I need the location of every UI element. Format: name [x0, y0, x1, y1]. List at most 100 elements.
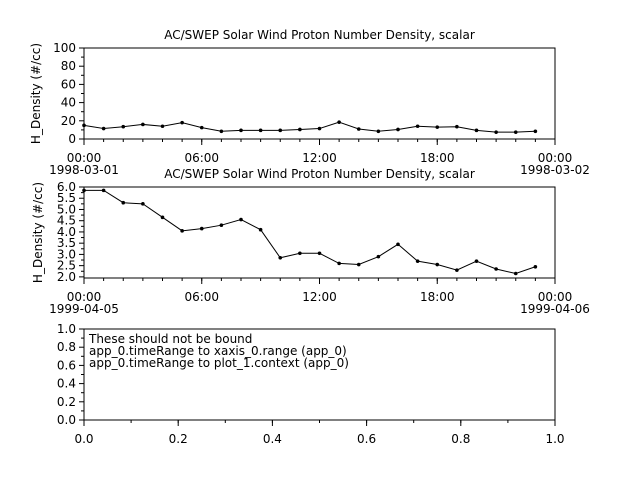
data-point [180, 229, 184, 233]
data-point [415, 124, 420, 129]
data-point [474, 259, 479, 263]
plot-title: AC/SWEP Solar Wind Proton Number Density… [164, 167, 475, 181]
data-point [278, 128, 283, 133]
plot-title: AC/SWEP Solar Wind Proton Number Density… [164, 28, 475, 42]
annotation-line: app_0.timeRange to xaxis_0.range (app_0) [89, 344, 347, 358]
y-tick-label: 5.0 [57, 202, 76, 216]
plot-panel-2: 0.0 0.2 0.4 0.6 0.8 1.0 0.0 0.2 0.4 0.6 0.8 1.0 Thes… [57, 322, 565, 446]
plot-panel-1: AC/SWEP Solar Wind Proton Number Density… [31, 167, 590, 316]
data-point [101, 188, 106, 193]
data-point [494, 130, 498, 134]
data-point [219, 129, 224, 134]
data-point [298, 251, 302, 256]
data-point [160, 215, 165, 220]
y-tick-label: 4.5 [57, 214, 76, 228]
x-tick-label: 0.0 [74, 432, 93, 446]
y-tick-label: 0.2 [57, 395, 76, 409]
x-tick-label: 0.8 [451, 432, 470, 446]
y-tick-label: 0.0 [57, 413, 76, 427]
data-point [513, 271, 518, 276]
data-point [317, 126, 322, 131]
x-tick-label: 0.6 [357, 432, 376, 446]
data-point [455, 124, 459, 129]
y-tick-label: 3.5 [57, 236, 76, 250]
data-series-line [84, 189, 536, 275]
y-tick-label: 40 [61, 96, 76, 110]
x-tick-label: 18:00 [420, 151, 455, 165]
data-point [199, 226, 204, 231]
data-point [474, 128, 479, 133]
data-point [513, 130, 518, 134]
x-date-end-label: 1998-03-02 [520, 163, 590, 177]
plot-panel-0: AC/SWEP Solar Wind Proton Number Density… [29, 28, 590, 177]
data-point [337, 120, 341, 124]
y-tick-label: 20 [61, 114, 76, 128]
y-tick-label: 100 [53, 41, 76, 55]
data-point [121, 124, 126, 129]
y-axis-label: H_Density (#/cc) [31, 182, 45, 283]
data-point [396, 242, 400, 247]
data-point [317, 251, 322, 256]
data-point [82, 123, 86, 128]
y-tick-label: 1.0 [57, 322, 76, 336]
y-tick-label: 0.4 [57, 377, 76, 391]
data-point [455, 268, 459, 272]
data-point [278, 255, 283, 260]
y-tick-label: 2.5 [57, 259, 76, 273]
x-tick-label: 0.4 [263, 432, 282, 446]
x-date-start-label: 1998-03-01 [49, 163, 119, 177]
data-point [101, 126, 106, 131]
x-tick-label: 12:00 [302, 151, 337, 165]
data-point [494, 267, 498, 271]
data-point [376, 254, 381, 259]
data-point [141, 122, 145, 127]
x-tick-label: 00:00 [538, 290, 573, 304]
x-tick-label: 00:00 [67, 290, 102, 304]
data-point [376, 129, 381, 134]
x-tick-label: 1.0 [545, 432, 564, 446]
y-tick-label: 0.8 [57, 340, 76, 354]
x-tick-label: 00:00 [538, 151, 573, 165]
annotation-line: app_0.timeRange to plot_1.context (app_0… [89, 356, 349, 370]
data-point [435, 262, 440, 267]
data-point [258, 128, 263, 133]
x-tick-label: 12:00 [302, 290, 337, 304]
x-date-start-label: 1999-04-05 [49, 302, 119, 316]
y-tick-label: 3.0 [57, 247, 76, 261]
data-point [337, 261, 341, 266]
data-point [219, 223, 224, 227]
y-tick-label: 0.6 [57, 358, 76, 372]
x-tick-label: 00:00 [67, 151, 102, 165]
data-point [141, 202, 145, 206]
data-point [435, 125, 440, 129]
y-tick-label: 0 [68, 132, 76, 146]
data-point [199, 125, 204, 130]
y-tick-label: 5.5 [57, 191, 76, 205]
annotation-line: These should not be bound [88, 332, 252, 346]
data-point [298, 127, 302, 132]
data-point [356, 262, 361, 267]
data-point [180, 120, 184, 125]
data-point [258, 227, 263, 232]
y-tick-label: 80 [61, 59, 76, 73]
x-date-end-label: 1999-04-06 [520, 302, 590, 316]
data-point [533, 264, 538, 269]
y-tick-label: 6.0 [57, 180, 76, 194]
data-point [415, 259, 420, 263]
x-tick-label: 06:00 [184, 290, 219, 304]
y-tick-label: 4.0 [57, 225, 76, 239]
data-point [356, 127, 361, 131]
x-tick-label: 0.2 [169, 432, 188, 446]
data-point [239, 128, 243, 133]
x-tick-label: 18:00 [420, 290, 455, 304]
data-point [82, 188, 86, 193]
data-point [121, 200, 126, 205]
y-tick-label: 2.0 [57, 270, 76, 284]
y-axis-label: H_Density (#/cc) [29, 43, 43, 144]
y-tick-label: 60 [61, 77, 76, 91]
data-point [533, 129, 538, 134]
data-series-line [83, 121, 536, 133]
x-tick-label: 06:00 [184, 151, 219, 165]
data-point [396, 127, 400, 132]
